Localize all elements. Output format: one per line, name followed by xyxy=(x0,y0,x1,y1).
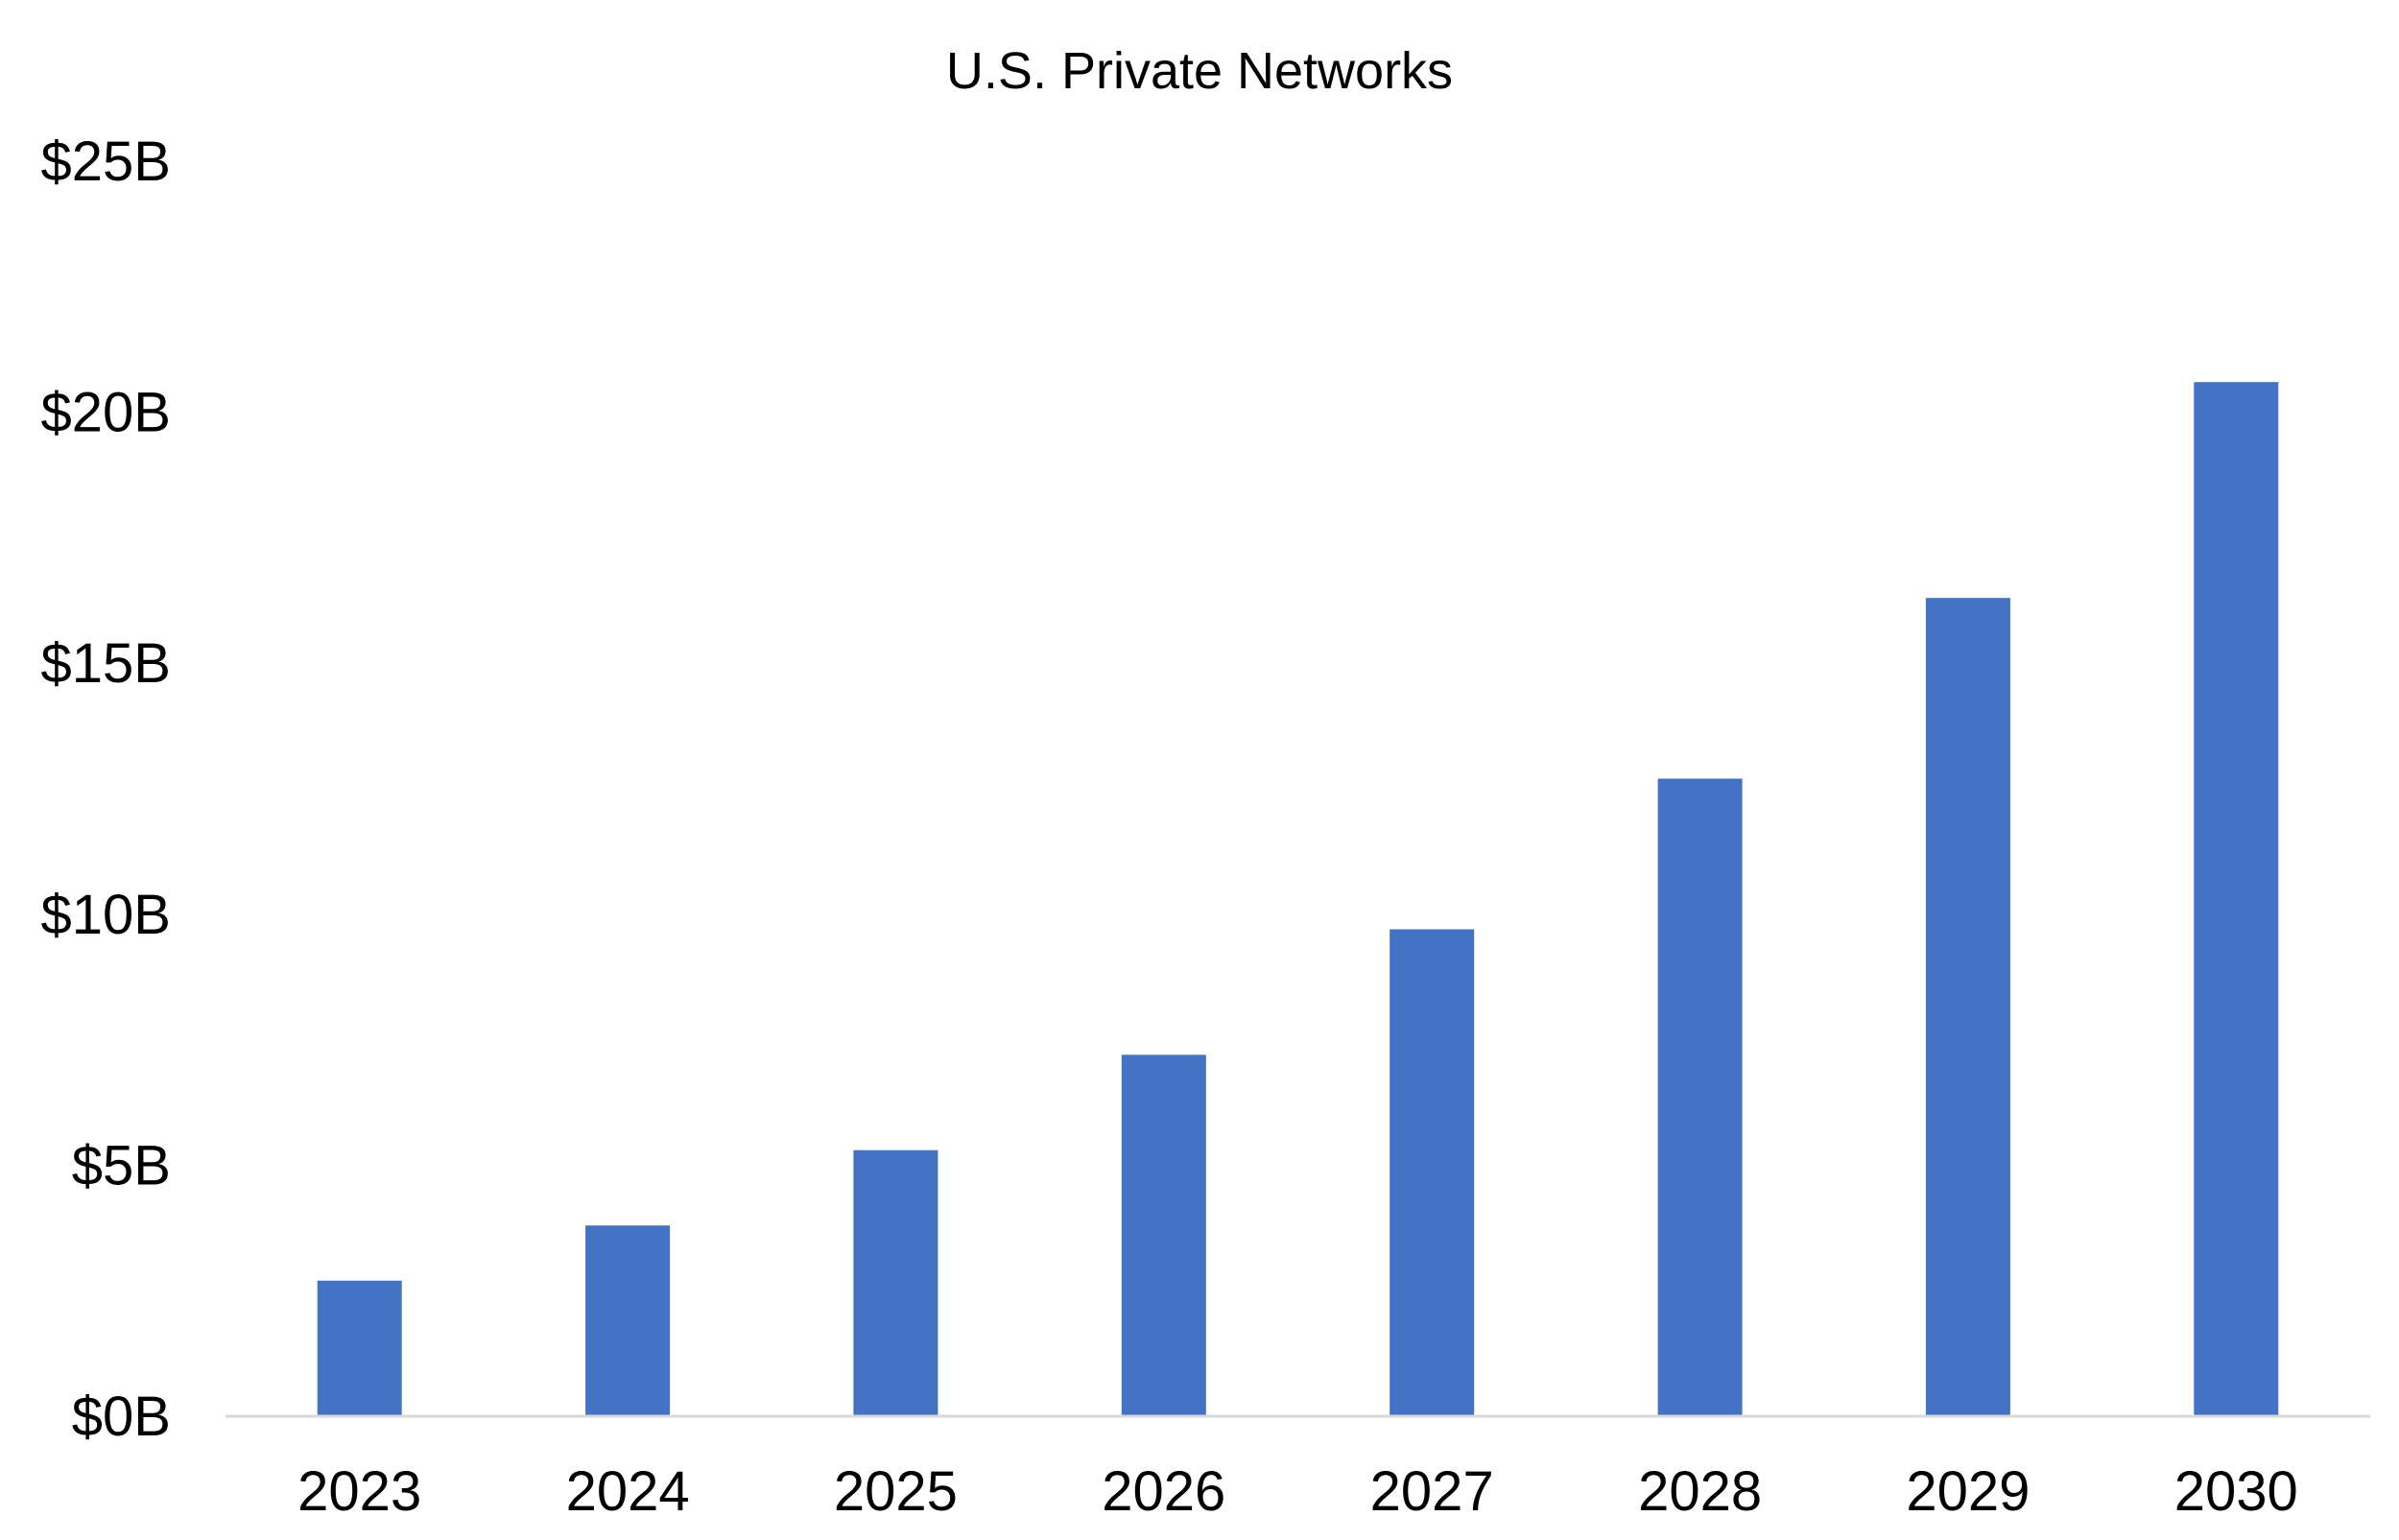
y-tick-label: $5B xyxy=(72,1134,171,1196)
y-axis-tick-labels: $0B $5B $10B $15B $20B $25B xyxy=(41,130,171,1448)
bar-2029 xyxy=(1925,598,2010,1416)
y-tick-label: $10B xyxy=(41,884,171,946)
x-tick-label: 2027 xyxy=(1370,1460,1494,1523)
x-tick-label: 2030 xyxy=(2174,1460,2298,1523)
bar-2028 xyxy=(1657,778,1743,1416)
bar-2030 xyxy=(2194,382,2279,1417)
x-tick-label: 2028 xyxy=(1638,1460,1762,1523)
y-tick-label: $0B xyxy=(72,1386,171,1448)
bar-2023 xyxy=(317,1280,402,1416)
bar-2025 xyxy=(853,1149,938,1416)
y-tick-label: $25B xyxy=(41,130,171,193)
x-tick-label: 2026 xyxy=(1102,1460,1225,1523)
x-axis-tick-labels: 2023 2024 2025 2026 2027 2028 2029 2030 xyxy=(297,1460,2298,1523)
bar-2026 xyxy=(1121,1054,1206,1416)
bars-layer xyxy=(317,382,2279,1417)
bar-2027 xyxy=(1390,929,1475,1416)
bar-2024 xyxy=(585,1225,671,1416)
y-tick-label: $15B xyxy=(41,632,171,695)
x-tick-label: 2024 xyxy=(566,1460,690,1523)
x-tick-label: 2029 xyxy=(1906,1460,2030,1523)
x-tick-label: 2023 xyxy=(297,1460,421,1523)
y-tick-label: $20B xyxy=(41,382,171,444)
chart-title: U.S. Private Networks xyxy=(945,42,1454,100)
x-tick-label: 2025 xyxy=(834,1460,958,1523)
